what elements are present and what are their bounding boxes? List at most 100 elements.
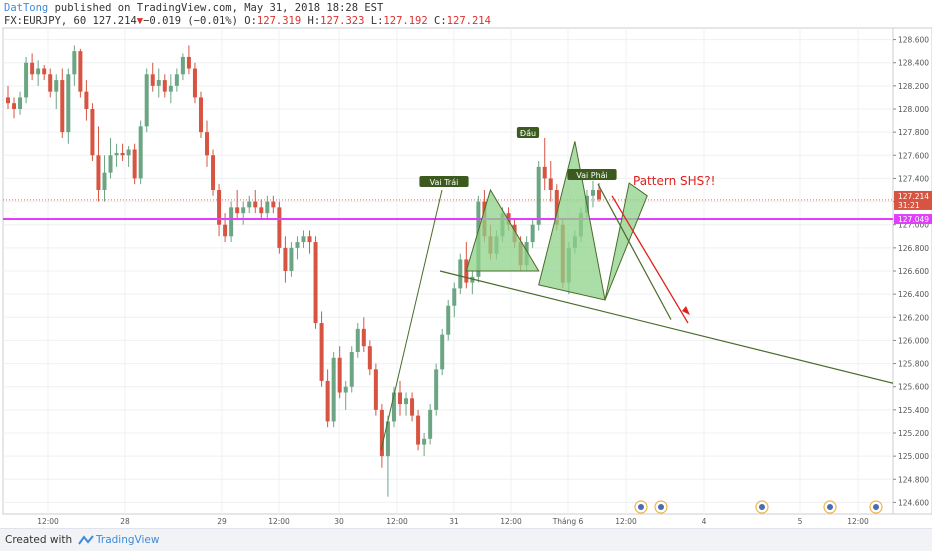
candle-body <box>295 242 300 248</box>
candle-down <box>325 369 330 428</box>
candle-down <box>84 80 89 121</box>
candle-up <box>458 253 463 295</box>
candle-body <box>355 328 360 352</box>
candle-body <box>391 392 396 422</box>
candle-body <box>114 152 119 156</box>
created-with-text: Created with <box>5 534 73 546</box>
candle-up <box>530 218 535 248</box>
candle-body <box>144 74 149 127</box>
candle-up <box>24 56 29 104</box>
candle-down <box>307 230 312 254</box>
price-chart[interactable]: 128.600 128.400 128.200 128.000 127.800 127.6… <box>0 0 932 528</box>
label-right-shoulder: Vai Phải <box>576 170 608 180</box>
label-left-shoulder: Vai Trái <box>430 178 459 187</box>
symbol-text: FX:EURJPY, 60 <box>4 15 87 27</box>
candle-up <box>470 271 475 295</box>
candle-up <box>301 230 306 248</box>
candle-up <box>229 201 234 243</box>
candle-body <box>367 346 372 370</box>
candle-down <box>397 380 402 416</box>
candle-down <box>211 149 216 196</box>
y-tick-label: 124.600 <box>898 498 929 507</box>
candle-body <box>174 74 179 86</box>
y-tick-label: 125.400 <box>898 406 929 415</box>
x-tick-label: 12:00 <box>847 517 869 526</box>
candle-body <box>186 56 191 69</box>
x-tick-label: 31 <box>449 517 459 526</box>
candle-body <box>180 56 185 75</box>
candle-up <box>138 120 143 185</box>
open-value: 127.319 <box>256 15 302 27</box>
candle-down <box>30 53 35 81</box>
chart-header: DatTong published on TradingView.com, Ma… <box>4 2 491 28</box>
x-tick-label: Tháng 6 <box>552 517 584 526</box>
candle-body <box>6 97 10 104</box>
red-arrow-head <box>682 306 690 315</box>
footer-bar: Created with TradingView <box>0 528 932 551</box>
candle-up <box>404 392 409 416</box>
candle-up <box>355 323 360 358</box>
y-tick-label: 127.800 <box>898 128 929 137</box>
candle-up <box>174 68 179 92</box>
candle-down <box>283 236 288 283</box>
candle-body <box>247 201 252 208</box>
candle-body <box>397 392 402 405</box>
candle-down <box>416 409 421 451</box>
x-tick-label: 12:00 <box>615 517 637 526</box>
candle-body <box>265 201 270 214</box>
candle-down <box>367 340 372 376</box>
tradingview-logo-icon <box>78 535 94 545</box>
candle-body <box>96 155 101 190</box>
candle-up <box>156 68 161 98</box>
candle-up <box>440 328 445 376</box>
candle-body <box>84 91 89 109</box>
candle-up <box>446 299 451 341</box>
candle-body <box>24 62 29 98</box>
candle-body <box>36 68 41 75</box>
high-label: H: <box>307 15 321 27</box>
author-name[interactable]: DatTong <box>4 2 49 14</box>
down-arrow-icon: ▼ <box>136 15 144 27</box>
tradingview-brand[interactable]: TradingView <box>96 534 160 546</box>
candle-up <box>391 386 396 428</box>
y-tick-label: 128.600 <box>898 36 929 45</box>
candle-up <box>452 282 457 318</box>
y-tick-label: 128.400 <box>898 59 929 68</box>
candle-down <box>235 190 240 219</box>
high-value: 127.323 <box>320 15 365 27</box>
candle-body <box>168 85 173 92</box>
candle-down <box>90 103 95 162</box>
x-tick-label: 12:00 <box>500 517 522 526</box>
candle-up <box>180 53 185 81</box>
candle-down <box>373 363 378 416</box>
candle-down <box>42 65 47 81</box>
candle-up <box>590 180 595 208</box>
y-tick-label: 126.600 <box>898 267 929 276</box>
candle-down <box>198 91 203 138</box>
close-value: 127.214 <box>446 15 491 27</box>
candle-down <box>48 68 53 98</box>
x-tick-label: 30 <box>334 517 344 526</box>
candle-down <box>217 184 222 237</box>
candle-down <box>361 317 366 352</box>
candle-down <box>78 48 83 98</box>
candle-body <box>12 103 17 109</box>
candle-body <box>198 97 203 133</box>
event-marker-dot <box>658 504 664 510</box>
label-head: Đầu <box>520 128 536 138</box>
y-tick-label: 127.600 <box>898 151 929 160</box>
candle-body <box>54 80 59 92</box>
candle-body <box>108 155 113 173</box>
y-tick-label: 125.600 <box>898 383 929 392</box>
price-label: 127.214 <box>898 192 929 201</box>
candle-body <box>223 224 228 237</box>
candle-up <box>66 68 71 144</box>
candle-up <box>144 68 149 133</box>
candle-up <box>349 346 354 393</box>
candle-down <box>12 97 17 119</box>
candle-body <box>458 259 463 289</box>
low-label: L: <box>370 15 384 27</box>
y-tick-label: 127.000 <box>898 221 929 230</box>
candle-body <box>217 190 222 225</box>
pattern-triangle <box>465 188 540 272</box>
